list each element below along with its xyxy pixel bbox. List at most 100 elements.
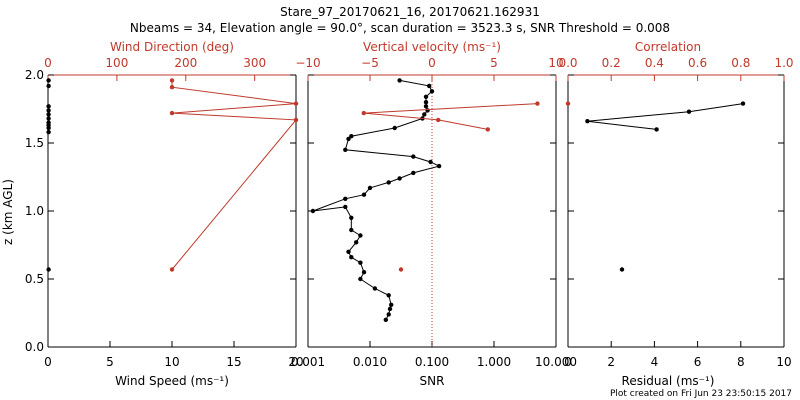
- vert-series-1-point: [436, 117, 441, 123]
- vert-series-0-point: [423, 104, 429, 109]
- x-tick-label: 0.001: [291, 355, 325, 369]
- vertical-velocity-axis-title: Vertical velocity (ms⁻¹): [363, 40, 501, 54]
- top-tick-label: 0.6: [688, 56, 707, 70]
- wind-series-0-point: [46, 108, 51, 113]
- wind-series-0-point: [46, 104, 51, 109]
- wind-series-0-point: [46, 112, 51, 117]
- vert-series-1-point: [361, 110, 366, 116]
- top-tick-label: 0.8: [731, 56, 750, 70]
- x-tick-label: 20: [288, 355, 303, 369]
- vert-series-0-point: [422, 112, 427, 117]
- x-tick-label: 0.010: [353, 355, 387, 369]
- vert-series-0-point: [343, 196, 348, 201]
- top-tick-label: 1.0: [774, 56, 793, 70]
- vert-series-0-point: [349, 255, 354, 260]
- residual-axis-title: Residual (ms⁻¹): [622, 374, 715, 388]
- vert-series-2-point: [398, 267, 404, 272]
- vert-series-0-point: [386, 180, 391, 185]
- x-tick-label: 2: [607, 355, 615, 369]
- vert-series-1-line: [363, 103, 538, 130]
- y-tick-label: 2.0: [25, 68, 44, 82]
- vert-series-0-point: [427, 83, 432, 89]
- vert-series-0-point: [411, 154, 416, 159]
- corr-series-0-point: [740, 101, 746, 106]
- y-tick-label: 0.0: [25, 340, 44, 354]
- vert-series-0-point: [354, 240, 359, 245]
- vert-series-0-point: [429, 89, 435, 94]
- vert-series-0-point: [346, 136, 351, 142]
- corr-series-0-point: [686, 109, 692, 114]
- vert-series-0-point: [349, 227, 354, 233]
- vert-series-0-point: [367, 185, 373, 191]
- y-axis-label: z (km AGL): [1, 179, 15, 245]
- vert-series-0-point: [346, 249, 351, 254]
- vert-series-0-point: [436, 163, 442, 169]
- top-tick-label: −10: [295, 56, 320, 70]
- vert-series-0-point: [343, 147, 348, 152]
- vert-series-0-point: [383, 317, 388, 322]
- x-tick-label: 0: [564, 355, 572, 369]
- wind-series-1-point: [293, 117, 299, 123]
- vert-series-0-point: [423, 100, 429, 105]
- x-tick-label: 4: [651, 355, 659, 369]
- x-tick-label: 6: [694, 355, 702, 369]
- x-tick-label: 15: [226, 355, 241, 369]
- wind-speed-axis-title: Wind Speed (ms⁻¹): [115, 374, 229, 388]
- top-tick-label: 0.4: [645, 56, 664, 70]
- top-tick-label: 0.0: [558, 56, 577, 70]
- y-tick-label: 1.0: [25, 204, 44, 218]
- top-tick-label: 0: [44, 56, 52, 70]
- wind-series-1-point: [169, 78, 175, 83]
- x-tick-label: 8: [737, 355, 745, 369]
- vert-series-0-point: [361, 192, 367, 197]
- top-tick-label: 5: [490, 56, 498, 70]
- corr-series-1-point: [619, 267, 625, 272]
- x-tick-label: 0.100: [415, 355, 449, 369]
- vert-series-0-point: [386, 312, 391, 317]
- vert-series-0-point: [349, 215, 354, 220]
- top-tick-label: 0: [428, 56, 436, 70]
- x-tick-label: 5: [106, 355, 114, 369]
- wind-series-0-point: [46, 116, 51, 121]
- wind-series-0-point: [46, 125, 51, 131]
- vert-series-0-point: [411, 170, 416, 176]
- top-tick-label: 0.2: [602, 56, 621, 70]
- x-tick-label: 10: [776, 355, 791, 369]
- wind-series-1-point: [293, 101, 299, 106]
- top-tick-label: 100: [105, 56, 128, 70]
- wind-direction-axis-title: Wind Direction (deg): [110, 40, 234, 54]
- plot-credit: Plot created on Fri Jun 23 23:50:15 2017: [610, 389, 792, 399]
- wind-series-0-point: [46, 267, 51, 272]
- vert-series-0-point: [389, 302, 394, 307]
- vert-series-0-point: [387, 306, 393, 312]
- wind-series-1-point: [169, 85, 175, 90]
- vert-series-0-point: [392, 125, 397, 131]
- vert-series-1-point: [535, 101, 540, 106]
- correlation-axis-title: Correlation: [635, 40, 701, 54]
- wind-series-1-point: [169, 267, 175, 272]
- vert-series-0-point: [397, 176, 402, 181]
- vert-series-0-point: [386, 293, 391, 298]
- vert-series-0-point: [397, 78, 402, 83]
- wind-series-0-point: [46, 78, 51, 83]
- x-tick-label: 0: [44, 355, 52, 369]
- correlation-panel: Correlation Residual (ms⁻¹) 0 2 4 6 8 10 0.0 0.…: [558, 40, 793, 388]
- y-tick-label: 0.5: [25, 272, 44, 286]
- vert-series-0-point: [361, 270, 367, 275]
- vert-series-0-point: [372, 286, 378, 291]
- wind-panel: Wind Direction (deg) Wind Speed (ms⁻¹) 0…: [25, 40, 304, 388]
- vert-series-0-point: [425, 108, 430, 113]
- top-tick-label: −5: [361, 56, 379, 70]
- wind-series-0-point: [46, 129, 51, 135]
- top-tick-label: 300: [243, 56, 266, 70]
- wind-series-1-point: [169, 110, 175, 116]
- top-tick-label: 200: [174, 56, 197, 70]
- corr-series-2-point: [565, 101, 571, 106]
- x-tick-label: 10.000: [535, 355, 577, 369]
- figure-title: Stare_97_20170621_16, 20170621.162931: [280, 5, 540, 19]
- vert-series-0-point: [349, 134, 354, 139]
- vert-series-0-point: [358, 233, 363, 238]
- snr-axis-title: SNR: [420, 374, 445, 388]
